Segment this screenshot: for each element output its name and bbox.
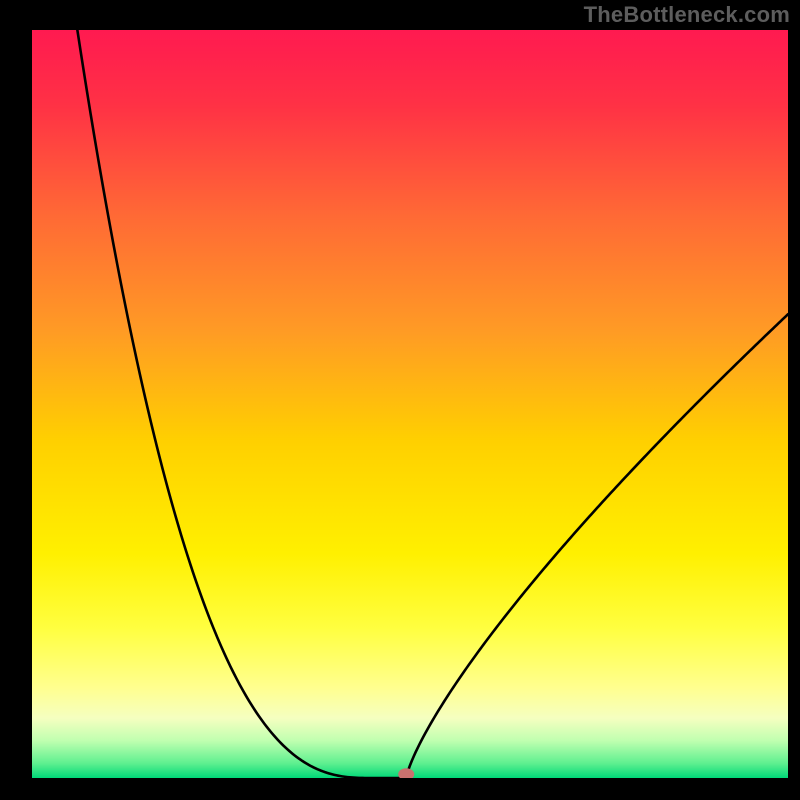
watermark-text: TheBottleneck.com (584, 2, 790, 28)
chart-plot-area (32, 30, 788, 778)
